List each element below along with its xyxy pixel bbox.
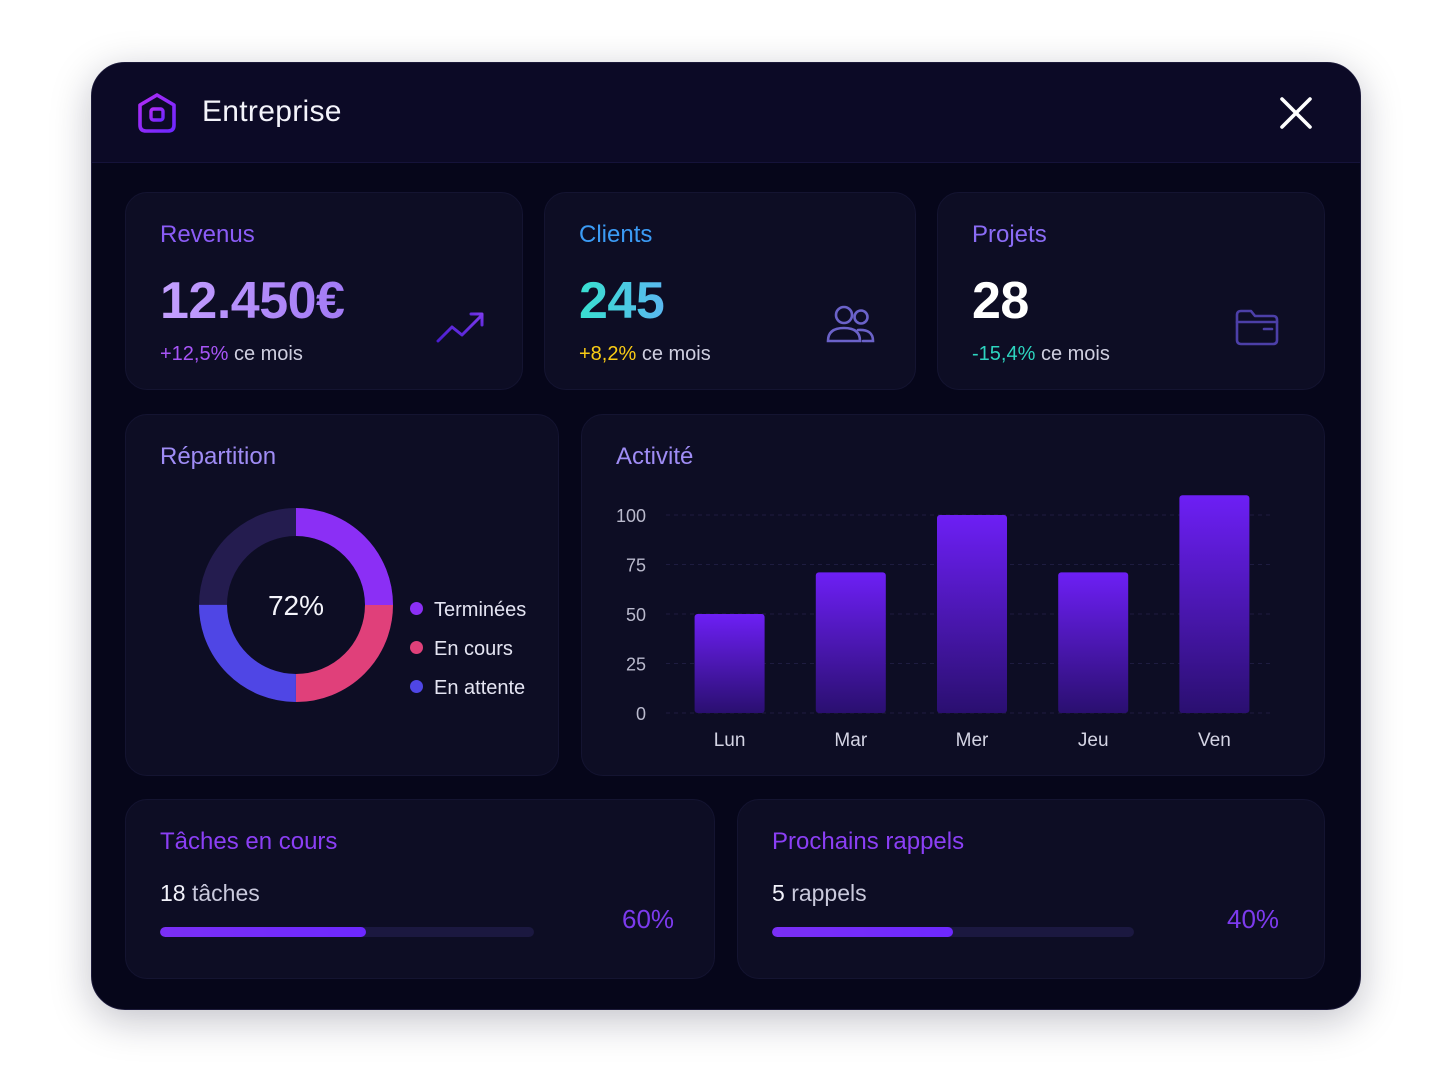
taches-count-unit: tâches [191, 880, 260, 906]
taches-percent: 60% [622, 904, 675, 934]
stat-value: 28 [972, 272, 1029, 330]
x-tick-label: Mar [834, 730, 867, 751]
donut-center-label: 72% [268, 590, 324, 621]
bar-mer [937, 515, 1007, 713]
legend-label: Terminées [434, 599, 527, 621]
y-tick-label: 25 [626, 655, 646, 675]
stat-card-clients[interactable]: Clients 245 +8,2% ce mois [544, 192, 916, 390]
activite-card: Activité 100 75 50 25 0 Lun Mar Mer Jeu Ven [581, 414, 1325, 776]
rappels-progress-fill [772, 927, 953, 937]
trending-up-icon [436, 312, 484, 343]
legend-item-en-attente: En attente [410, 677, 525, 700]
legend-dot [410, 602, 423, 615]
stat-change-suffix: ce mois [1040, 343, 1110, 365]
y-tick-label: 100 [616, 506, 646, 526]
users-icon [826, 305, 875, 343]
stat-title: Projets [972, 221, 1047, 248]
bar-jeu [1058, 572, 1129, 713]
legend-item-en-cours: En cours [410, 638, 513, 661]
stat-title: Revenus [160, 221, 255, 248]
taches-count: 18 tâches [160, 880, 260, 907]
legend-label: En cours [434, 638, 513, 660]
taches-progress-bar [160, 927, 534, 937]
bar-mar [815, 572, 886, 713]
stat-change: +8,2% ce mois [579, 343, 711, 366]
bar-ven [1179, 495, 1250, 713]
rappels-card[interactable]: Prochains rappels 5 rappels 40% [737, 799, 1325, 979]
stat-change: -15,4% ce mois [972, 343, 1110, 366]
taches-title: Tâches en cours [160, 828, 338, 855]
x-tick-label: Lun [714, 730, 746, 751]
repartition-card: Répartition 72% Terminées En cours En at… [125, 414, 559, 776]
bar-lun [694, 614, 765, 713]
y-tick-label: 75 [626, 556, 646, 576]
donut-chart: 72% [199, 508, 393, 702]
stat-change-value: +8,2% [579, 343, 637, 365]
activite-bar-chart: 100 75 50 25 0 Lun Mar Mer Jeu Ven [616, 495, 1272, 751]
stat-change-suffix: ce mois [233, 343, 303, 365]
donut-segment-0 [199, 508, 393, 702]
y-tick-label: 50 [626, 605, 646, 625]
stat-title: Clients [579, 221, 653, 248]
home-icon [138, 93, 176, 133]
rappels-count: 5 rappels [772, 880, 867, 907]
dashboard-window: Entreprise Revenus 12.450€ +12,5% ce moi… [91, 62, 1361, 1010]
legend-label: En attente [434, 677, 526, 699]
stat-change-suffix: ce mois [641, 343, 711, 365]
legend-item-terminees: Terminées [410, 599, 526, 622]
legend-dot [410, 680, 423, 693]
close-button[interactable] [1276, 93, 1316, 133]
stat-card-revenus[interactable]: Revenus 12.450€ +12,5% ce mois [125, 192, 523, 390]
rappels-title: Prochains rappels [772, 828, 965, 855]
rappels-count-number: 5 [772, 880, 785, 906]
x-tick-label: Jeu [1078, 730, 1109, 751]
rappels-progress-bar [772, 927, 1134, 937]
y-tick-label: 0 [636, 704, 646, 724]
stat-value: 245 [579, 272, 665, 330]
rappels-count-unit: rappels [791, 880, 867, 906]
close-icon [1280, 97, 1312, 129]
donut-segment-2 [199, 508, 393, 702]
x-tick-label: Mer [956, 730, 989, 751]
stat-change-value: +12,5% [160, 343, 229, 365]
stat-value: 12.450€ [160, 272, 345, 330]
taches-count-number: 18 [160, 880, 186, 906]
activite-title: Activité [616, 443, 694, 470]
folder-icon [1235, 309, 1279, 346]
taches-card[interactable]: Tâches en cours 18 tâches 60% [125, 799, 715, 979]
x-tick-label: Ven [1198, 730, 1231, 751]
repartition-title: Répartition [160, 443, 277, 470]
rappels-percent: 40% [1227, 904, 1280, 934]
stat-change-value: -15,4% [972, 343, 1036, 365]
stat-change: +12,5% ce mois [160, 343, 303, 366]
donut-segment-1 [199, 508, 393, 702]
legend-dot [410, 641, 423, 654]
title-bar: Entreprise [92, 63, 1360, 163]
taches-progress-fill [160, 927, 366, 937]
window-title: Entreprise [202, 95, 342, 128]
stat-card-projets[interactable]: Projets 28 -15,4% ce mois [937, 192, 1325, 390]
